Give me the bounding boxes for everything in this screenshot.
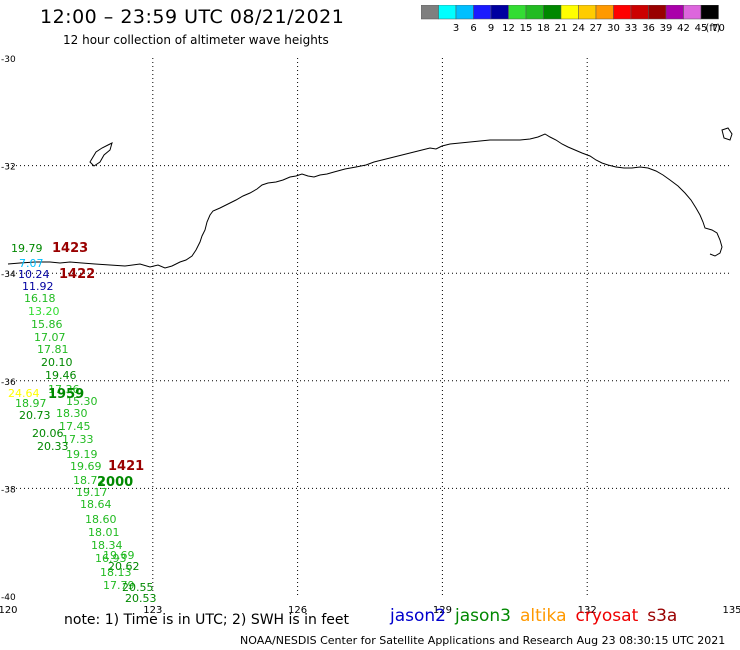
pass-time-label: 1959 [48, 387, 84, 402]
scale-tick-label: 9 [488, 23, 494, 34]
pass-time-label: 1422 [59, 267, 95, 282]
pass-time-label: 1423 [52, 241, 88, 256]
scale-tick-label: 42 [677, 23, 690, 34]
wave-height-label: 18.01 [88, 526, 120, 539]
scale-tick-label: 3 [453, 23, 459, 34]
coastline-islet [721, 127, 733, 141]
wave-height-label: 19.69 [103, 549, 135, 562]
wave-height-label: 18.97 [15, 397, 47, 410]
satellite-legend-item: s3a [647, 606, 678, 626]
scale-tick-label: 27 [590, 23, 603, 34]
axis-tick-labels: 120 123 126 129 132 135 -30 -32 -34 -36 -38 -40 [0, 55, 740, 616]
wave-height-label: 18.72 [73, 474, 105, 487]
wave-height-label: 15.86 [31, 318, 63, 331]
lat-tick-label: -32 [1, 163, 16, 173]
scale-tick-label: 45 [695, 23, 708, 34]
wave-height-label: 20.53 [125, 592, 157, 605]
coastline-islet [89, 142, 113, 167]
wave-height-label: 17.36 [48, 383, 80, 396]
wave-height-label: 20.62 [108, 560, 140, 573]
scale-tick-label: 15 [520, 23, 533, 34]
wave-height-label: 7.07 [19, 257, 44, 270]
scale-tick-label: 33 [625, 23, 638, 34]
scale-tick-label: 24 [572, 23, 585, 34]
satellite-legend-item: altika [520, 606, 567, 626]
lat-tick-label: -38 [1, 485, 16, 495]
wave-height-label: 19.46 [45, 369, 77, 382]
wave-height-label: 16.93 [95, 552, 127, 565]
wave-height-label: 17.33 [62, 433, 94, 446]
wave-height-label: 16.18 [24, 292, 56, 305]
wave-height-label: 20.33 [37, 440, 69, 453]
wave-height-label: 20.06 [32, 427, 64, 440]
scale-unit-label: (ft) [705, 23, 720, 34]
page-subtitle: 12 hour collection of altimeter wave hei… [63, 33, 329, 47]
scale-tick-label: 18 [537, 23, 550, 34]
wave-height-label: 19.69 [70, 460, 102, 473]
wave-height-label: 18.30 [56, 407, 88, 420]
map-frame [8, 58, 732, 596]
satellite-legend-item: cryosat [575, 606, 639, 626]
satellite-legend: jason2 jason3 altika cryosat s3a [390, 606, 686, 626]
wave-height-label: 13.20 [28, 305, 60, 318]
lat-tick-label: -30 [1, 55, 16, 65]
satellite-legend-item: jason3 [455, 606, 511, 626]
wave-height-label: 17.45 [59, 420, 91, 433]
wave-height-label: 18.34 [91, 539, 123, 552]
wave-height-label: 17.81 [37, 343, 69, 356]
wave-height-label: 11.92 [22, 280, 54, 293]
color-scale-legend: 3 6 9 12 15 18 21 24 27 30 33 36 39 42 45 70(ft) [421, 5, 725, 34]
pass-time-label: 1421 [108, 459, 144, 474]
lon-tick-label: 123 [143, 605, 162, 616]
lon-tick-label: 126 [288, 605, 307, 616]
wave-height-label: 19.17 [76, 486, 108, 499]
wave-height-label: 20.73 [19, 409, 51, 422]
scale-tick-label: 6 [470, 23, 476, 34]
wave-height-label: 20.10 [41, 356, 73, 369]
wave-height-labels: 19.797.0710.2411.9216.1813.2015.8617.071… [8, 242, 157, 605]
wave-height-label: 18.64 [80, 498, 112, 511]
lon-tick-label: 120 [0, 605, 18, 616]
wave-height-label: 18.60 [85, 513, 117, 526]
wave-height-label: 19.19 [66, 448, 98, 461]
wave-height-label: 17.07 [34, 331, 66, 344]
wave-height-label: 15.30 [66, 395, 98, 408]
wave-height-label: 17.79 [103, 579, 135, 592]
wave-height-label: 20.55 [122, 581, 154, 594]
satellite-legend-item: jason2 [390, 606, 446, 626]
pass-time-label: 2000 [97, 475, 133, 490]
scale-tick-label: 39 [660, 23, 673, 34]
lon-tick-label: 135 [722, 605, 740, 616]
scale-tick-label: 70 [712, 23, 725, 34]
footer-note: note: 1) Time is in UTC; 2) SWH is in fe… [64, 612, 350, 628]
grid-lines [8, 58, 732, 596]
lon-tick-label: 132 [578, 605, 597, 616]
scale-tick-label: 21 [555, 23, 568, 34]
wave-height-label: 19.79 [11, 242, 43, 255]
coastline [7, 133, 723, 269]
scale-tick-label: 12 [502, 23, 515, 34]
lat-tick-label: -36 [1, 378, 16, 388]
wave-height-label: 18.13 [100, 566, 132, 579]
scale-tick-label: 30 [607, 23, 620, 34]
wave-height-label: 10.24 [18, 268, 50, 281]
scale-swatch [700, 5, 719, 20]
scale-tick-label: 36 [642, 23, 655, 34]
credit-line: NOAA/NESDIS Center for Satellite Applica… [240, 634, 726, 647]
lat-tick-label: -40 [1, 593, 16, 603]
lat-tick-label: -34 [1, 270, 16, 280]
lon-tick-label: 129 [433, 605, 452, 616]
wave-height-label: 24.64 [8, 387, 40, 400]
page-title: 12:00 – 23:59 UTC 08/21/2021 [40, 6, 345, 28]
